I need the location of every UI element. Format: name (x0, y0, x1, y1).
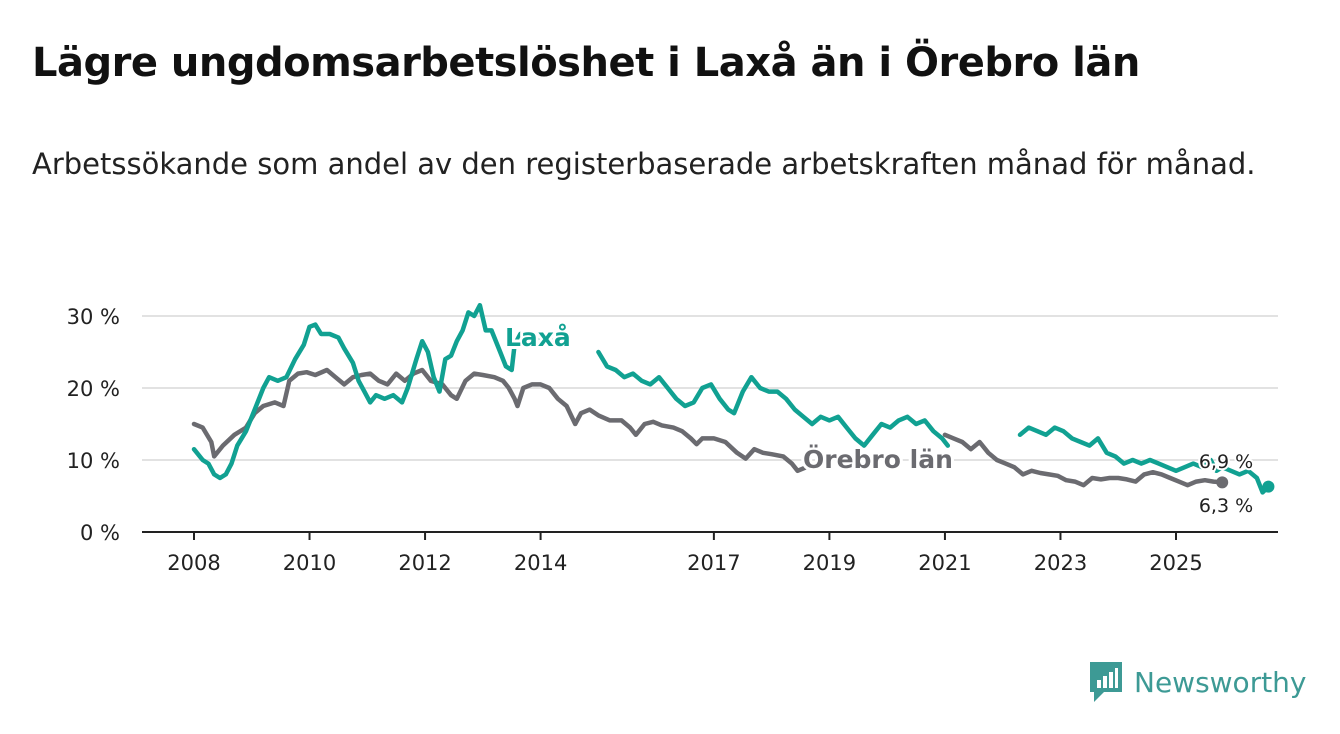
series-line-1 (191, 302, 1271, 495)
grid-lines (142, 315, 1278, 461)
y-tick-label-3: 30 % (67, 305, 120, 329)
x-tick-label-0: 2008 (167, 551, 220, 575)
series-labels: Laxå Örebro län 6,9 % 6,3 % (502, 320, 1255, 519)
brand-name: Newsworthy (1134, 665, 1307, 699)
x-tick-label-2: 2012 (398, 551, 451, 575)
x-tick-label-4: 2017 (687, 551, 740, 575)
y-tick-label-1: 10 % (67, 449, 120, 473)
x-axis-ticks: 2008 2010 2012 2014 2017 2019 2021 2023 2025 (167, 532, 1203, 575)
x-tick-label-7: 2023 (1034, 551, 1087, 575)
series-label-laxa: Laxå (505, 323, 571, 352)
series-end-dot-1 (1262, 480, 1275, 493)
series-lines (191, 302, 1275, 495)
series-label-orebro: Örebro län (803, 444, 953, 474)
y-tick-label-0: 0 % (80, 521, 120, 545)
page-subtitle: Arbetssökande som andel av den registerb… (32, 147, 1256, 181)
newsworthy-logo-icon (1090, 662, 1122, 702)
series-end-dot-0 (1216, 476, 1229, 489)
x-tick-label-5: 2019 (803, 551, 856, 575)
x-tick-label-1: 2010 (283, 551, 336, 575)
end-label-orebro: 6,9 % (1199, 451, 1253, 473)
page-title: Lägre ungdomsarbetslöshet i Laxå än i Ör… (32, 40, 1140, 86)
end-label-laxa: 6,3 % (1199, 495, 1253, 517)
y-axis-ticks: 0 % 10 % 20 % 30 % (67, 305, 120, 545)
brand-logo[interactable]: Newsworthy (1088, 660, 1307, 704)
y-tick-label-2: 20 % (67, 377, 120, 401)
series-line-0 (191, 367, 1225, 488)
x-tick-label-3: 2014 (514, 551, 567, 575)
x-tick-label-6: 2021 (918, 551, 971, 575)
x-tick-label-8: 2025 (1149, 551, 1202, 575)
